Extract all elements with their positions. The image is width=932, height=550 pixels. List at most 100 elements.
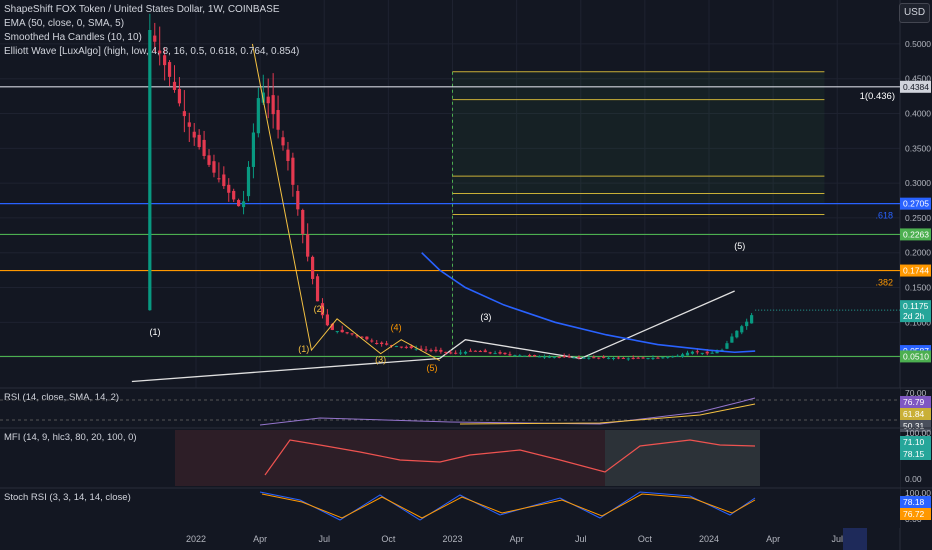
candle-body (212, 161, 216, 173)
candle-body (320, 303, 325, 316)
mfi-axis-label: 100.00 (905, 428, 931, 438)
rsi-badge: 50.31 (903, 421, 925, 431)
candle-body (518, 355, 522, 357)
candle-body (301, 209, 305, 234)
candle-body (636, 357, 640, 359)
candle-body (587, 357, 591, 359)
indicator-elliott-wave[interactable]: Elliott Wave [LuxAlgo] (high, low, 4, 8,… (4, 46, 300, 57)
candle-body (656, 357, 660, 359)
candle-body (177, 88, 182, 104)
fib-target-label: 1(0.436) (860, 91, 895, 102)
price-tick-label: 0.4000 (905, 109, 931, 119)
price-tick-label: 0.1000 (905, 317, 931, 327)
level-badge-0.4384: 0.4384 (903, 82, 929, 92)
symbol-title[interactable]: ShapeShift FOX Token / United States Dol… (4, 4, 280, 15)
candle-body (478, 351, 482, 353)
stoch-badge: 76.72 (903, 509, 925, 519)
time-tick-label: Oct (638, 534, 653, 544)
mfi-bg-green (605, 430, 760, 486)
price-tick-label: 0.1500 (905, 283, 931, 293)
candle-body (404, 346, 408, 348)
candle-body (710, 352, 714, 354)
time-tick-label: Apr (510, 534, 524, 544)
candle-body (690, 351, 695, 354)
indicator-ha-candles[interactable]: Smoothed Ha Candles (10, 10) (4, 32, 142, 43)
wave-label: (4) (391, 323, 402, 333)
chart-legend: ShapeShift FOX Token / United States Dol… (4, 3, 299, 59)
candle-body (153, 35, 157, 42)
rsi-label: RSI (14, close, SMA, 14, 2) (4, 392, 119, 403)
mfi-bg-red (175, 430, 760, 486)
candle-body (700, 352, 704, 354)
level-badge-bg (900, 80, 931, 93)
candle-body (330, 323, 334, 330)
currency-button[interactable]: USD (899, 3, 930, 23)
candle-body (513, 355, 517, 357)
candle-body (202, 139, 206, 156)
elliott-wave-line (251, 43, 440, 362)
candle-body (217, 178, 221, 180)
candle-body (227, 184, 231, 193)
candle-body (463, 351, 468, 354)
candle-body (389, 345, 394, 347)
time-tick-label: 2024 (699, 534, 719, 544)
bar-countdown: 2d 2h (903, 311, 925, 321)
candle-body (256, 98, 260, 134)
price-tick-label: 0.3500 (905, 143, 931, 153)
candle-body (606, 357, 611, 359)
wave-label: (1) (149, 327, 160, 337)
candle-body (695, 351, 699, 353)
indicator-ema[interactable]: EMA (50, close, 0, SMA, 5) (4, 18, 125, 29)
candle-body (473, 350, 477, 352)
candle-body (192, 131, 196, 138)
candle-body (498, 352, 502, 354)
candle-body (182, 111, 186, 117)
candle-body (680, 354, 685, 357)
candle-body (745, 321, 749, 327)
stoch-k-line (259, 491, 756, 521)
rsi-badge: 61.84 (903, 409, 925, 419)
level-badge-0.2263: 0.2263 (903, 229, 929, 239)
candle-body (355, 335, 359, 337)
stoch-badge-bg (900, 496, 931, 508)
mfi-line (264, 439, 756, 476)
wave-label: (3) (375, 355, 386, 365)
candle-body (602, 356, 606, 358)
rsi-badge-bg (900, 408, 931, 420)
candle-body (503, 352, 507, 355)
candle-body (562, 356, 566, 358)
candle-body (582, 357, 586, 359)
candle-body (207, 155, 211, 165)
candle-body (528, 355, 532, 357)
candle-body (237, 200, 241, 207)
candle-body (286, 149, 290, 161)
candle-body (197, 134, 201, 148)
candle-body (158, 50, 162, 54)
candle-body (281, 137, 285, 146)
candle-body (384, 343, 389, 345)
wave-label: (5) (734, 241, 745, 251)
candle-body (172, 81, 177, 90)
candle-body (597, 357, 601, 359)
candle-body (547, 356, 551, 358)
mfi-badge: 71.10 (903, 437, 925, 447)
candle-body (271, 95, 275, 115)
mfi-badge-bg (900, 448, 931, 460)
level-badge-bg (900, 228, 931, 241)
candle-body (552, 356, 556, 358)
time-tick-label: Apr (253, 534, 267, 544)
candle-body (370, 340, 374, 342)
fib-label-.618: .618 (875, 211, 893, 221)
time-tick-label: Jul (575, 534, 587, 544)
rsi-badge-bg (900, 420, 931, 432)
time-tick-label: 2023 (442, 534, 462, 544)
candle-body (399, 346, 403, 348)
trendline-wave (439, 290, 735, 360)
candle-body (246, 166, 251, 197)
stoch-badge: 78.18 (903, 497, 925, 507)
candle-body (419, 348, 423, 350)
candle-body (557, 356, 561, 358)
candle-body (360, 336, 364, 338)
level-badge-bg (900, 350, 931, 363)
